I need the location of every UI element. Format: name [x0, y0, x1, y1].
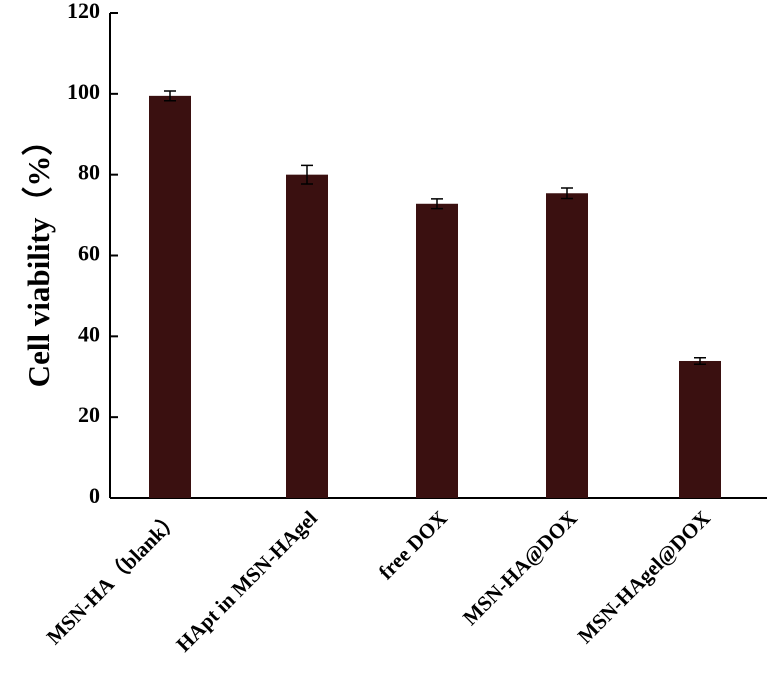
bar	[286, 174, 328, 498]
x-tick-label: MSN-HA（blank）	[42, 506, 185, 649]
error-bar	[301, 164, 313, 185]
y-tick-label: 20	[78, 402, 100, 427]
bar	[149, 95, 191, 499]
y-tick-label: 60	[78, 241, 100, 266]
y-tick-label: 0	[89, 483, 100, 508]
bar	[416, 203, 458, 498]
y-axis-label: Cell viability（%）	[21, 125, 56, 388]
error-bar	[694, 357, 706, 365]
y-tick-label: 120	[67, 0, 100, 23]
error-bar	[561, 187, 573, 200]
error-bar	[431, 198, 443, 210]
bar	[546, 193, 588, 498]
x-tick-label: MSN-HAgel@DOX	[573, 506, 715, 648]
y-tick-label: 40	[78, 321, 100, 346]
bar	[679, 360, 721, 498]
y-tick-label: 100	[67, 79, 100, 104]
error-bar	[164, 90, 176, 102]
y-tick-label: 80	[78, 160, 100, 185]
x-tick-label: MSN-HA@DOX	[458, 506, 582, 630]
x-tick-label: free DOX	[374, 506, 452, 584]
x-tick-label: HApt in MSN-HAgel	[171, 506, 322, 657]
